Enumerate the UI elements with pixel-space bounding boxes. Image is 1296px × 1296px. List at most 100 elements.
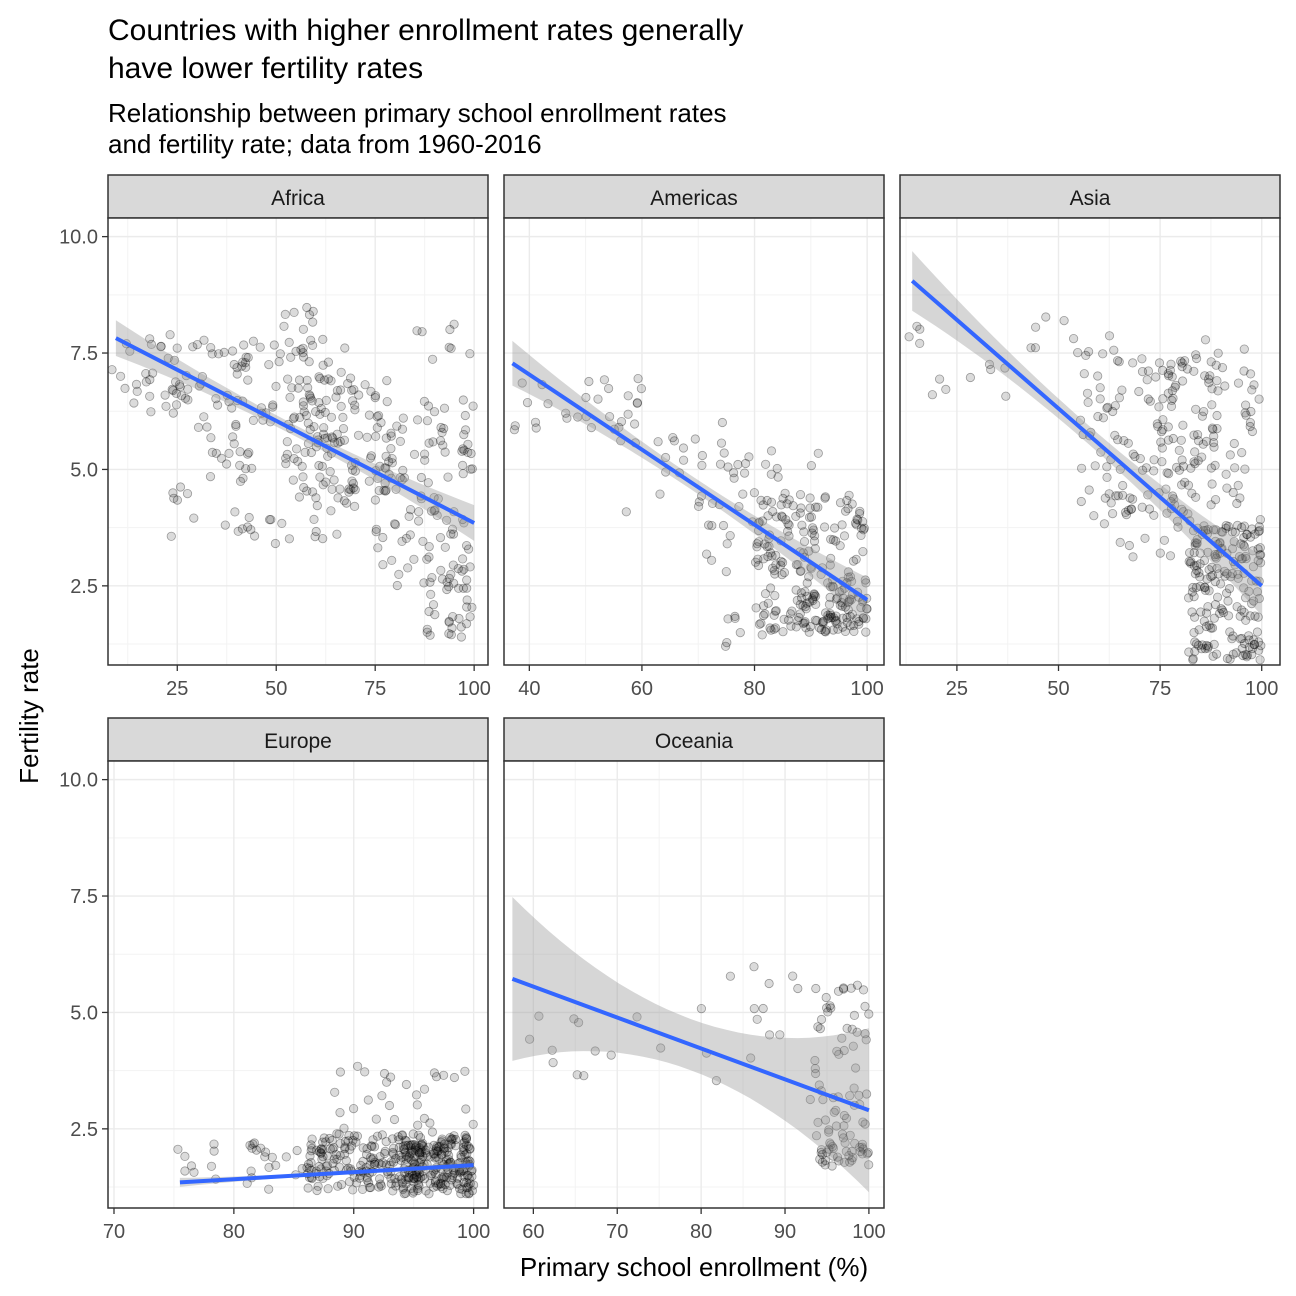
data-point [1124, 540, 1135, 551]
data-point [370, 391, 381, 401]
data-point [1239, 366, 1249, 376]
data-point [814, 1080, 824, 1090]
data-point [1110, 401, 1120, 411]
data-point [161, 401, 171, 411]
data-point [767, 563, 778, 573]
data-point [1256, 640, 1266, 651]
data-point [809, 591, 819, 601]
data-point [1204, 378, 1214, 388]
data-point [805, 621, 816, 632]
data-point [827, 581, 838, 592]
data-point [448, 1170, 458, 1180]
data-point [840, 602, 851, 612]
data-point [1222, 568, 1232, 579]
data-point [604, 411, 615, 422]
data-point [796, 566, 806, 576]
gridlines [108, 761, 488, 1208]
data-point [445, 324, 455, 335]
data-point [1184, 593, 1194, 603]
data-point [1200, 582, 1210, 592]
data-point [349, 501, 360, 511]
data-point [300, 447, 310, 457]
data-point [1173, 522, 1183, 532]
data-point [831, 1105, 841, 1116]
data-point [243, 522, 253, 532]
data-point [408, 1173, 419, 1183]
data-point [268, 402, 278, 412]
data-point [310, 531, 320, 542]
data-point [799, 536, 810, 547]
data-point [1228, 649, 1238, 659]
data-point [805, 493, 815, 503]
data-point [360, 1067, 370, 1077]
data-point [426, 506, 437, 516]
data-point [777, 557, 788, 568]
data-point [286, 352, 296, 362]
data-point [366, 451, 376, 461]
y-tick-label: 7.5 [70, 886, 98, 908]
data-point [399, 1189, 409, 1199]
data-point [799, 618, 810, 628]
data-point [340, 1136, 350, 1147]
data-point [1174, 465, 1185, 475]
data-point [394, 1135, 404, 1145]
data-point [1192, 539, 1202, 549]
data-point [1207, 384, 1217, 394]
data-point [224, 448, 234, 458]
data-point [1026, 343, 1036, 353]
data-point [623, 409, 633, 419]
data-point [1193, 456, 1203, 466]
data-point [448, 578, 459, 588]
data-point [439, 423, 449, 434]
data-point [775, 1030, 785, 1040]
data-point [1099, 519, 1110, 529]
data-point [441, 515, 452, 525]
data-point [1197, 452, 1207, 462]
data-point [739, 468, 750, 478]
data-point [828, 625, 838, 635]
data-point [424, 552, 434, 562]
data-point [832, 593, 842, 603]
data-point [428, 437, 438, 447]
data-point [321, 395, 331, 405]
data-point [387, 458, 397, 468]
data-point [418, 536, 428, 547]
data-point [830, 616, 841, 626]
data-point [428, 600, 439, 610]
data-point [1114, 393, 1125, 403]
data-point [810, 1055, 820, 1066]
data-point [846, 983, 856, 993]
data-point [458, 444, 468, 454]
data-point [1191, 350, 1201, 360]
data-point [423, 401, 434, 411]
data-point [280, 309, 290, 319]
data-point [287, 383, 297, 393]
data-point [1247, 649, 1257, 660]
data-point [364, 476, 374, 486]
data-point [328, 433, 338, 443]
data-point [764, 541, 774, 552]
data-point [1249, 639, 1260, 650]
data-point [459, 429, 469, 440]
data-point [387, 1134, 398, 1144]
data-point [396, 1174, 407, 1184]
data-point [1200, 335, 1211, 345]
data-point [864, 1009, 874, 1019]
data-point [427, 1169, 437, 1179]
data-point [1199, 616, 1209, 626]
data-point [1197, 644, 1207, 654]
data-point [303, 418, 313, 428]
data-point [238, 357, 248, 367]
data-point [394, 1142, 404, 1153]
data-point [863, 1148, 873, 1158]
data-point [422, 554, 432, 564]
data-point [429, 506, 439, 516]
data-point [371, 527, 381, 537]
data-point [405, 530, 415, 540]
strip-background [503, 717, 885, 762]
data-point [828, 582, 839, 592]
data-point [372, 423, 382, 433]
data-point [345, 373, 356, 383]
data-point [260, 1152, 270, 1162]
data-point [1186, 463, 1196, 473]
